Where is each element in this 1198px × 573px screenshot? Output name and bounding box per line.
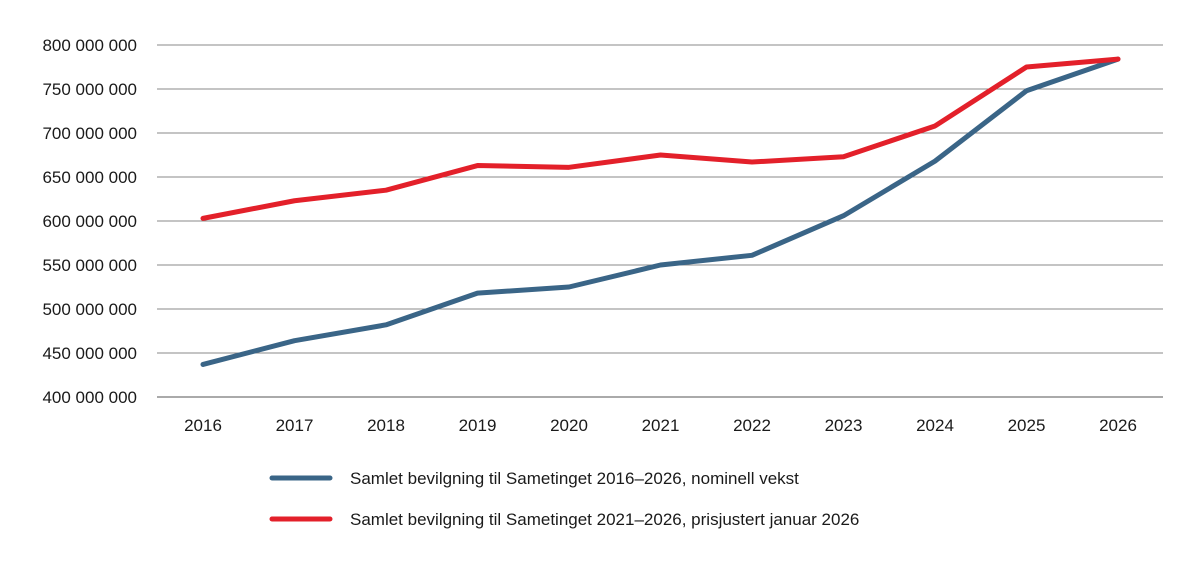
legend-label-2: Samlet bevilgning til Sametinget 2021–20… [350,510,859,529]
series-line-1 [203,59,1118,364]
x-tick-label: 2018 [367,416,405,435]
x-tick-label: 2016 [184,416,222,435]
series-lines [203,59,1118,365]
y-tick-label: 800 000 000 [42,36,137,55]
x-axis-tick-labels: 2016 2017 2018 2019 2020 2021 2022 2023 2024 2025… [184,416,1137,435]
x-tick-label: 2021 [642,416,680,435]
x-tick-label: 2024 [916,416,954,435]
y-tick-label: 600 000 000 [42,212,137,231]
x-tick-label: 2020 [550,416,588,435]
y-tick-label: 700 000 000 [42,124,137,143]
y-axis-tick-labels: 400 000 000 450 000 000 500 000 000 550 000… [42,36,137,407]
x-tick-label: 2017 [276,416,314,435]
y-tick-label: 650 000 000 [42,168,137,187]
series-line-2 [203,59,1118,218]
legend: Samlet bevilgning til Sametinget 2016–20… [272,469,859,529]
x-tick-label: 2019 [459,416,497,435]
x-tick-label: 2025 [1008,416,1046,435]
grid-lines [157,45,1163,397]
x-tick-label: 2023 [825,416,863,435]
y-tick-label: 400 000 000 [42,388,137,407]
y-tick-label: 550 000 000 [42,256,137,275]
x-tick-label: 2022 [733,416,771,435]
y-tick-label: 500 000 000 [42,300,137,319]
x-tick-label: 2026 [1099,416,1137,435]
y-tick-label: 450 000 000 [42,344,137,363]
y-tick-label: 750 000 000 [42,80,137,99]
legend-label-1: Samlet bevilgning til Sametinget 2016–20… [350,469,799,488]
